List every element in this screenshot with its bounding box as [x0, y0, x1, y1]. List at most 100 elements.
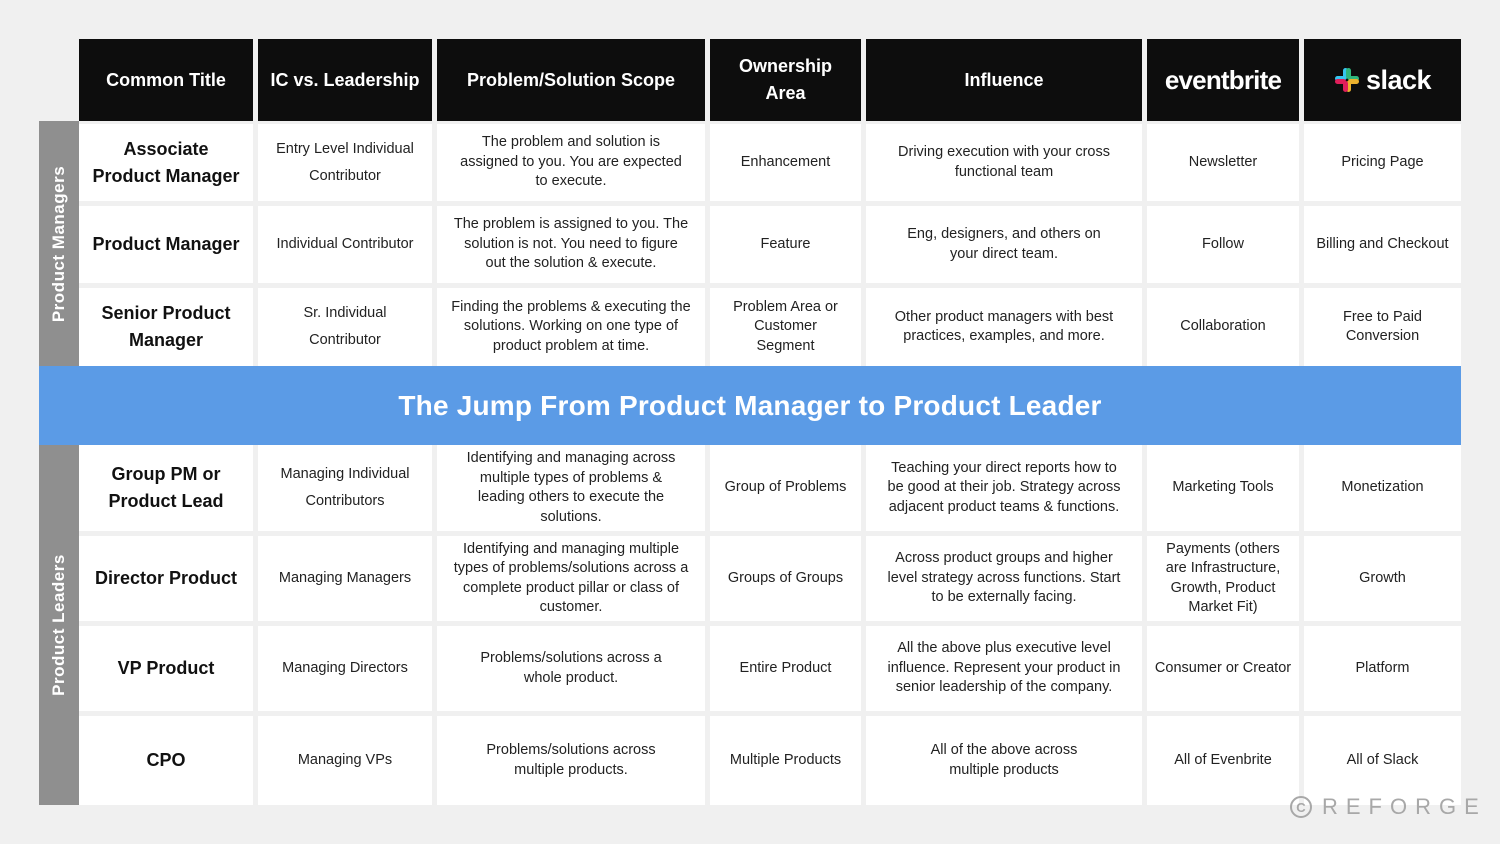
- table-row-ic: Managing Managers: [258, 536, 432, 621]
- copyright-icon: C: [1290, 796, 1312, 818]
- section-banner: The Jump From Product Manager to Product…: [39, 366, 1461, 445]
- row-slack-text: Monetization: [1341, 479, 1424, 496]
- row-eventbrite-text: Marketing Tools: [1172, 479, 1274, 496]
- section-banner-text: The Jump From Product Manager to Product…: [398, 389, 1102, 421]
- row-title-text: Product Manager: [92, 234, 240, 254]
- row-ic-text: Managing Directors: [282, 660, 408, 676]
- header-scope-text: Problem/Solution Scope: [466, 69, 676, 90]
- header-scope: Problem/Solution Scope: [437, 39, 705, 121]
- slack-hash-icon: [1334, 68, 1359, 92]
- row-ic-text: Managing VPs: [297, 752, 393, 768]
- row-influence-text: Eng, designers, and others on your direc…: [907, 226, 1101, 262]
- header-eventbrite: eventbrite: [1147, 39, 1299, 121]
- row-ownership-text: Multiple Products: [729, 751, 842, 768]
- table-row-scope: Identifying and managing multiple types …: [437, 536, 705, 621]
- row-ic-text: Managing Managers: [278, 570, 412, 586]
- group-label-product-managers-text: Product Managers: [49, 165, 68, 322]
- row-influence-text: All of the above across multiple product…: [930, 742, 1078, 778]
- table-row-influence: All of the above across multiple product…: [866, 716, 1142, 805]
- row-slack-text: Platform: [1355, 659, 1410, 676]
- table-row-ic: Managing Individual Contributors: [258, 445, 432, 531]
- row-ic-text: Sr. Individual Contributor: [303, 305, 387, 348]
- row-scope-text: Identifying and managing multiple types …: [453, 540, 689, 616]
- table-row-eventbrite: Newsletter: [1147, 124, 1299, 201]
- table-row-scope: Identifying and managing across multiple…: [437, 445, 705, 531]
- row-ownership-text: Feature: [760, 235, 811, 252]
- row-title-text: VP Product: [117, 658, 215, 678]
- row-slack-text: Pricing Page: [1341, 153, 1424, 170]
- header-common-title-text: Common Title: [106, 69, 226, 90]
- row-ownership-text: Entire Product: [739, 659, 832, 676]
- table-row-eventbrite: Payments (others are Infrastructure, Gro…: [1147, 536, 1299, 621]
- row-slack-text: Growth: [1359, 569, 1406, 586]
- table-row-influence: Driving execution with your cross functi…: [866, 124, 1142, 201]
- row-ownership-text: Enhancement: [740, 153, 831, 170]
- group-label-product-leaders-text: Product Leaders: [49, 554, 68, 696]
- table-row-title: Director Product: [79, 536, 253, 621]
- row-title-text: Associate Product Manager: [92, 138, 240, 186]
- row-eventbrite-text: Newsletter: [1188, 153, 1258, 170]
- table-row-title: Associate Product Manager: [79, 124, 253, 201]
- row-scope-text: The problem is assigned to you. The solu…: [453, 216, 689, 272]
- row-scope-text: Finding the problems & executing the sol…: [451, 298, 691, 354]
- table-row-eventbrite: Follow: [1147, 206, 1299, 283]
- row-title-text: Senior Product Manager: [101, 303, 231, 350]
- table-row-slack: Pricing Page: [1304, 124, 1461, 201]
- row-eventbrite-text: Collaboration: [1180, 318, 1266, 335]
- table-row-slack: Billing and Checkout: [1304, 206, 1461, 283]
- table-row-eventbrite: All of Evenbrite: [1147, 716, 1299, 805]
- row-ownership-text: Groups of Groups: [727, 569, 844, 586]
- table-row-scope: The problem is assigned to you. The solu…: [437, 206, 705, 283]
- header-ic-vs-leadership-text: IC vs. Leadership: [270, 69, 420, 90]
- row-ownership-text: Group of Problems: [724, 479, 847, 496]
- table-row-slack: Free to Paid Conversion: [1304, 288, 1461, 366]
- table-row-ic: Entry Level Individual Contributor: [258, 124, 432, 201]
- row-scope-text: Problems/solutions across a whole produc…: [480, 650, 662, 686]
- table-row-influence: Other product managers with best practic…: [866, 288, 1142, 366]
- header-common-title: Common Title: [79, 39, 253, 121]
- row-scope-text: Problems/solutions across multiple produ…: [486, 742, 656, 778]
- row-eventbrite-text: Consumer or Creator: [1154, 659, 1292, 676]
- table-row-ownership: Groups of Groups: [710, 536, 861, 621]
- row-ic-text: Entry Level Individual Contributor: [276, 140, 414, 184]
- eventbrite-logo: eventbrite: [1164, 64, 1282, 95]
- row-title-text: CPO: [146, 750, 186, 770]
- table-row-slack: Platform: [1304, 626, 1461, 711]
- row-eventbrite-text: All of Evenbrite: [1174, 751, 1272, 768]
- header-influence-text: Influence: [964, 69, 1044, 90]
- table-row-ic: Managing VPs: [258, 716, 432, 805]
- table-row-ownership: Entire Product: [710, 626, 861, 711]
- table-row-influence: Across product groups and higher level s…: [866, 536, 1142, 621]
- header-influence: Influence: [866, 39, 1142, 121]
- table-row-ic: Individual Contributor: [258, 206, 432, 283]
- group-label-product-managers: Product Managers: [39, 121, 79, 366]
- watermark-text: REFORGE: [1322, 794, 1487, 819]
- table-row-ic: Sr. Individual Contributor: [258, 288, 432, 366]
- table-row-influence: Eng, designers, and others on your direc…: [866, 206, 1142, 283]
- table-row-scope: Problems/solutions across a whole produc…: [437, 626, 705, 711]
- row-scope-text: The problem and solution is assigned to …: [460, 134, 682, 190]
- row-eventbrite-text: Payments (others are Infrastructure, Gro…: [1165, 540, 1281, 616]
- row-scope-text: Identifying and managing across multiple…: [466, 450, 676, 525]
- header-slack: slack: [1304, 39, 1461, 121]
- header-ic-vs-leadership: IC vs. Leadership: [258, 39, 432, 121]
- row-title-text: Group PM or Product Lead: [108, 464, 224, 511]
- table-row-influence: Teaching your direct reports how to be g…: [866, 445, 1142, 531]
- table-row-eventbrite: Collaboration: [1147, 288, 1299, 366]
- table-row-title: CPO: [79, 716, 253, 805]
- table-row-ownership: Multiple Products: [710, 716, 861, 805]
- table-row-scope: Problems/solutions across multiple produ…: [437, 716, 705, 805]
- row-influence-text: Driving execution with your cross functi…: [898, 144, 1110, 180]
- table-row-slack: Monetization: [1304, 445, 1461, 531]
- table-row-eventbrite: Marketing Tools: [1147, 445, 1299, 531]
- table-row-ownership: Problem Area or Customer Segment: [710, 288, 861, 366]
- row-eventbrite-text: Follow: [1202, 235, 1244, 252]
- row-ownership-text: Problem Area or Customer Segment: [733, 298, 838, 354]
- row-ic-text: Managing Individual Contributors: [280, 466, 410, 509]
- row-influence-text: Teaching your direct reports how to be g…: [887, 459, 1121, 515]
- table-row-scope: Finding the problems & executing the sol…: [437, 288, 705, 366]
- table-row-title: Product Manager: [79, 206, 253, 283]
- slack-logo-text: slack: [1365, 64, 1432, 95]
- row-influence-text: All the above plus executive level influ…: [887, 640, 1121, 696]
